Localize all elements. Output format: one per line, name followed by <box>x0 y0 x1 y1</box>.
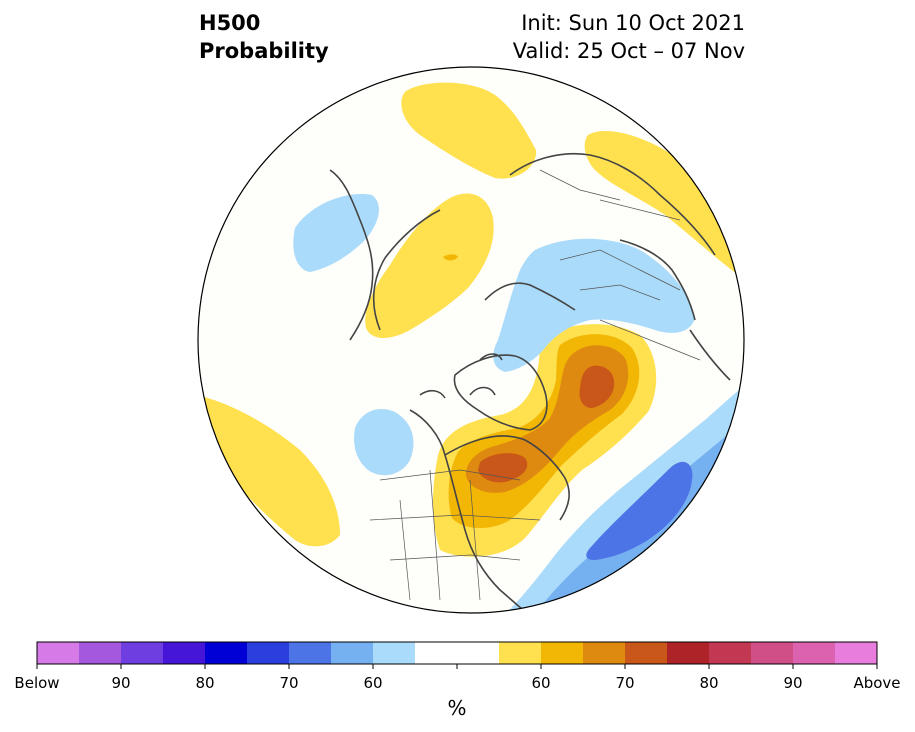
colorbar-tick-label-9: Above <box>853 674 901 692</box>
colorbar-tick-label-4: 60 <box>363 674 383 692</box>
colorbar-bin-3 <box>163 642 206 664</box>
colorbar-bin-18 <box>793 642 836 664</box>
borders-north-america <box>369 469 541 601</box>
greenland-coast <box>453 354 548 431</box>
colorbar-bins <box>37 642 878 664</box>
colorbar-tick-label-0: Below <box>14 674 60 692</box>
colorbar-bin-2 <box>121 642 164 664</box>
polar-map <box>197 66 745 614</box>
above-normal-contours <box>198 82 744 557</box>
globe-outline <box>197 66 745 614</box>
colorbar-bin-5 <box>247 642 290 664</box>
colorbar-bin-0 <box>37 642 80 664</box>
forecast-dates: Init: Sun 10 Oct 2021 Valid: 25 Oct – 07… <box>513 9 745 65</box>
colorbar-bin-17 <box>751 642 794 664</box>
colorbar-tick-label-2: 80 <box>195 674 215 692</box>
colorbar-tick-label-6: 70 <box>615 674 635 692</box>
islands-arctic <box>419 353 503 399</box>
above-50-siberia <box>365 193 494 338</box>
colorbar-bin-6 <box>289 642 332 664</box>
political-borders <box>369 169 701 601</box>
colorbar-tick-label-7: 80 <box>699 674 719 692</box>
colorbar-bin-15 <box>667 642 710 664</box>
colorbar-bin-19 <box>835 642 878 664</box>
title-line-1: H500 <box>199 11 261 35</box>
above-50-alaska <box>401 82 537 179</box>
europe-coast <box>619 239 731 381</box>
above-75-labrador <box>579 365 615 408</box>
colorbar-bin-11 <box>499 642 542 664</box>
colorbar-bin-8 <box>373 642 416 664</box>
above-50-pacific <box>198 395 340 547</box>
valid-period: Valid: 25 Oct – 07 Nov <box>512 39 745 63</box>
colorbar-bin-14 <box>625 642 668 664</box>
colorbar-bin-9 <box>415 642 458 664</box>
above-55-siberia-center <box>443 254 458 261</box>
title-line-2: Probability <box>199 39 329 63</box>
colorbar-tick-label-1: 90 <box>111 674 131 692</box>
colorbar-bin-16 <box>709 642 752 664</box>
map-title: H500 Probability <box>199 9 329 65</box>
below-70-atlantic <box>586 461 693 560</box>
colorbar-tick-label-5: 60 <box>531 674 551 692</box>
colorbar-tick-label-8: 90 <box>783 674 803 692</box>
colorbar-bin-10 <box>457 642 500 664</box>
asia-east-coast <box>329 169 374 341</box>
colorbar-bin-7 <box>331 642 374 664</box>
colorbar-ticks <box>36 664 878 669</box>
below-50-aleutians <box>354 408 414 476</box>
colorbar-bin-13 <box>583 642 626 664</box>
eurasia-coast <box>372 152 716 331</box>
colorbar-bin-4 <box>205 642 248 664</box>
north-america-coast <box>409 409 570 613</box>
colorbar-bin-12 <box>541 642 584 664</box>
coastlines <box>329 152 731 613</box>
colorbar-bin-1 <box>79 642 122 664</box>
colorbar-tick-label-3: 70 <box>279 674 299 692</box>
init-date: Init: Sun 10 Oct 2021 <box>521 11 745 35</box>
colorbar-unit-label: % <box>447 696 467 720</box>
borders-eurasia <box>539 169 701 361</box>
